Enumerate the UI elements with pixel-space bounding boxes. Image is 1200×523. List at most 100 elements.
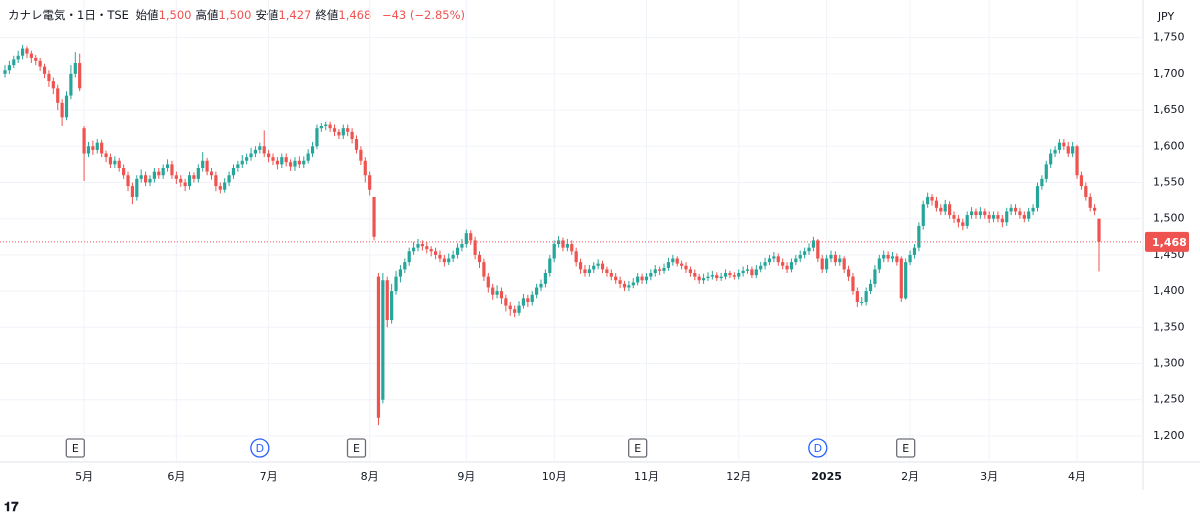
candle-body bbox=[420, 244, 424, 247]
candle-body bbox=[113, 160, 117, 165]
candle-body bbox=[860, 301, 864, 303]
candle-body bbox=[895, 256, 899, 263]
candle-body bbox=[78, 63, 82, 89]
candle-body bbox=[838, 258, 842, 263]
candle-body bbox=[148, 178, 152, 183]
candle-body bbox=[798, 254, 802, 259]
candle-body bbox=[517, 305, 521, 313]
event-badge bbox=[808, 438, 828, 458]
candle-body bbox=[653, 269, 657, 273]
candle-body bbox=[820, 258, 824, 270]
candle-body bbox=[34, 57, 38, 61]
candle-body bbox=[20, 48, 25, 56]
candle-body bbox=[412, 247, 416, 252]
candle-body bbox=[205, 160, 209, 172]
candle-body bbox=[398, 269, 403, 277]
candle-body bbox=[288, 162, 293, 167]
candle-body bbox=[442, 258, 446, 263]
candle-body bbox=[574, 251, 578, 263]
candle-body bbox=[143, 175, 148, 183]
candle-body bbox=[842, 258, 846, 270]
candle-body bbox=[223, 182, 227, 190]
candle-body bbox=[42, 66, 47, 74]
field-value: 1,427 bbox=[278, 8, 312, 22]
candle-body bbox=[535, 287, 539, 295]
candle-body bbox=[763, 262, 767, 266]
candle-body bbox=[363, 160, 367, 176]
candle-body bbox=[1097, 218, 1101, 242]
candle-body bbox=[473, 240, 477, 255]
candle-body bbox=[552, 244, 556, 259]
field-value: 1,500 bbox=[218, 8, 252, 22]
candle-body bbox=[811, 240, 816, 248]
candle-body bbox=[324, 124, 328, 126]
candle-body bbox=[701, 278, 706, 281]
candle-body bbox=[969, 211, 974, 216]
candle-body bbox=[328, 124, 332, 129]
candle-body bbox=[152, 171, 156, 179]
candle-body bbox=[47, 73, 51, 82]
candle-body bbox=[776, 256, 780, 263]
candle-body bbox=[508, 305, 512, 310]
candle-body bbox=[280, 157, 284, 165]
candle-body bbox=[372, 196, 376, 237]
candle-body bbox=[1044, 164, 1048, 179]
candle-body bbox=[477, 254, 482, 263]
candle-body bbox=[183, 182, 187, 187]
candle-body bbox=[1062, 142, 1066, 147]
candle-body bbox=[939, 207, 943, 212]
x-tick-label: 6月 bbox=[167, 470, 185, 483]
y-tick-label: 1,300 bbox=[1153, 357, 1185, 370]
candle-body bbox=[7, 65, 11, 71]
candle-body bbox=[759, 265, 763, 270]
candle-body bbox=[425, 246, 429, 250]
candle-body bbox=[403, 262, 407, 270]
candle-body bbox=[64, 95, 69, 118]
candle-body bbox=[521, 298, 526, 306]
x-tick-label: 7月 bbox=[260, 470, 278, 483]
candle-body bbox=[1066, 146, 1070, 154]
candle-body bbox=[267, 153, 271, 158]
event-badge bbox=[250, 438, 270, 458]
candle-body bbox=[135, 178, 139, 197]
candle-body bbox=[833, 254, 837, 263]
candle-body bbox=[499, 291, 504, 299]
candle-body bbox=[297, 160, 301, 165]
candle-body bbox=[341, 128, 345, 136]
candle-body bbox=[51, 81, 55, 89]
y-tick-label: 1,700 bbox=[1153, 67, 1185, 80]
candle-body bbox=[117, 160, 121, 168]
candle-body bbox=[570, 244, 574, 252]
candle-body bbox=[60, 102, 64, 118]
event-label: D bbox=[814, 442, 822, 455]
candle-body bbox=[636, 276, 640, 283]
candle-body bbox=[495, 291, 499, 295]
candle-body bbox=[877, 258, 881, 270]
candle-body bbox=[561, 240, 565, 248]
x-tick-label: 8月 bbox=[361, 470, 379, 483]
candle-body bbox=[908, 254, 912, 263]
candle-body bbox=[73, 63, 77, 74]
candle-body bbox=[1031, 207, 1035, 212]
candle-body bbox=[741, 270, 745, 273]
candle-body bbox=[934, 200, 939, 208]
y-tick-label: 1,400 bbox=[1153, 284, 1185, 297]
candle-body bbox=[416, 244, 420, 248]
brand-logo: 𝟏𝟕 bbox=[4, 500, 19, 515]
y-tick-label: 1,500 bbox=[1153, 212, 1185, 225]
candle-body bbox=[12, 59, 16, 66]
candle-body bbox=[789, 262, 794, 270]
candle-body bbox=[240, 160, 244, 165]
candle-body bbox=[368, 175, 372, 190]
candle-body bbox=[539, 283, 543, 288]
candle-body bbox=[750, 269, 754, 276]
candle-body bbox=[565, 244, 569, 248]
candle-body bbox=[693, 273, 697, 277]
x-tick-label: 2月 bbox=[901, 470, 919, 483]
candle-body bbox=[451, 254, 455, 259]
candle-body bbox=[165, 164, 170, 168]
x-tick-label: 2025 bbox=[811, 470, 842, 483]
candle-body bbox=[315, 128, 319, 147]
candle-body bbox=[214, 175, 218, 187]
candle-body bbox=[644, 276, 649, 281]
